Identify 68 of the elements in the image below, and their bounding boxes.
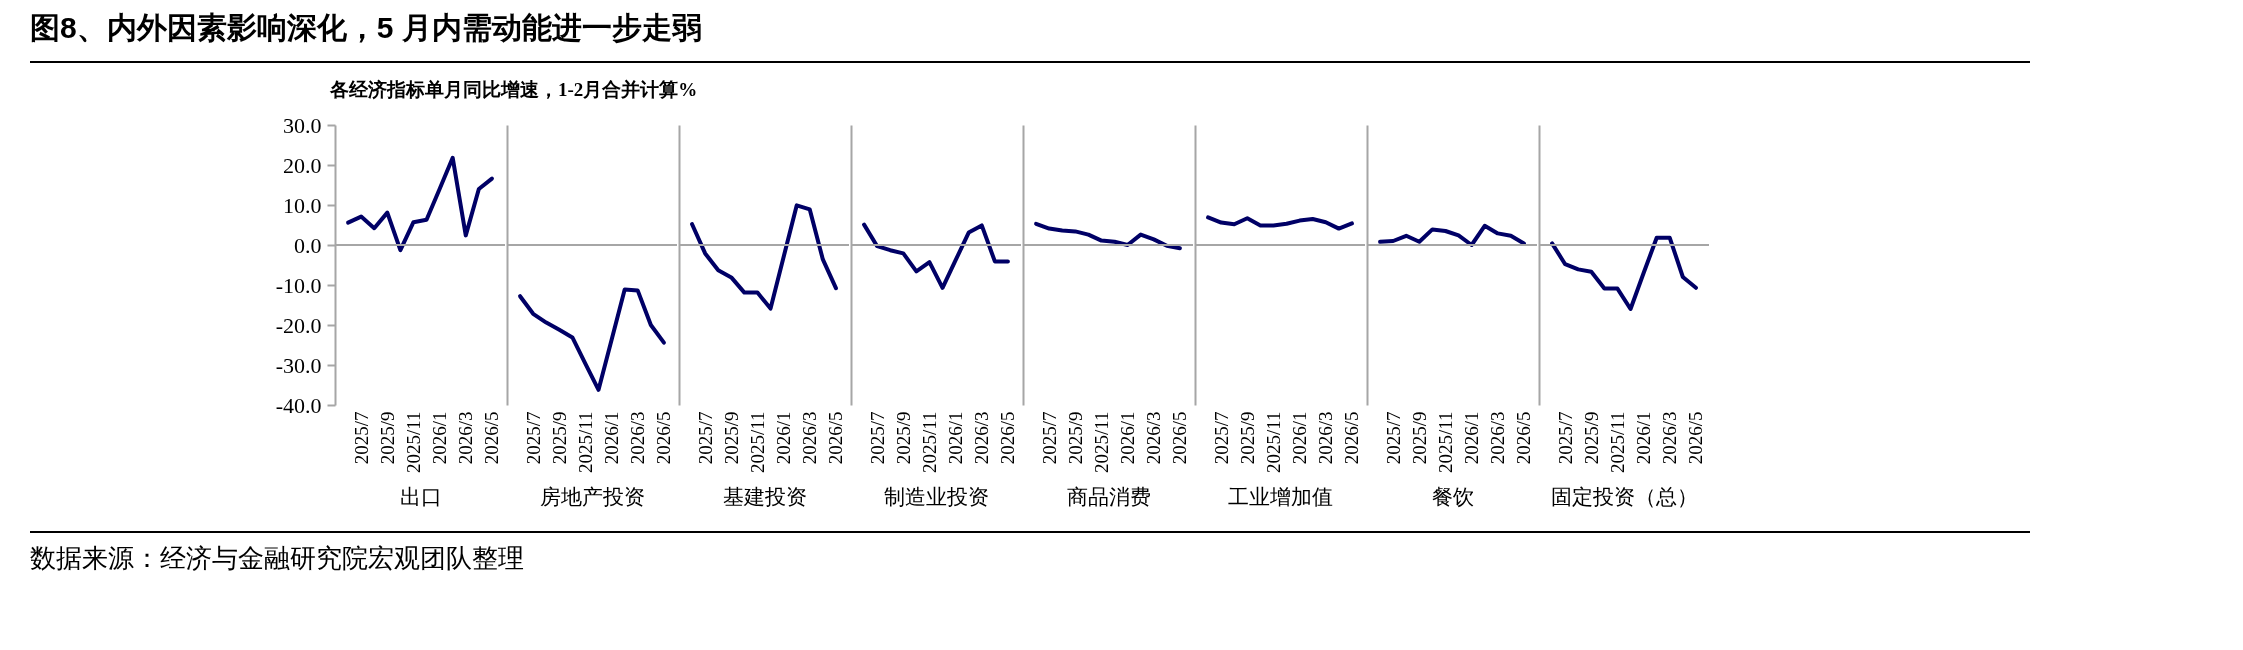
- x-tick-label: 2026/1: [773, 411, 795, 465]
- y-tick-label: -10.0: [275, 272, 322, 298]
- x-tick-label: 2025/9: [1064, 411, 1086, 465]
- x-tick-label: 2026/1: [1461, 411, 1483, 465]
- x-tick-label: 2026/5: [997, 411, 1019, 465]
- x-tick-label: 2025/11: [402, 411, 424, 474]
- x-tick-label: 2026/1: [1633, 411, 1655, 465]
- x-axis-title: 制造业投资: [884, 485, 989, 509]
- x-tick-label: 2026/5: [1169, 411, 1191, 465]
- y-tick-label: 10.0: [283, 192, 322, 218]
- x-tick-label: 2025/9: [376, 411, 398, 465]
- x-tick-label: 2025/9: [1408, 411, 1430, 465]
- x-tick-label: 2025/11: [574, 411, 596, 474]
- x-tick-label: 2025/9: [892, 411, 914, 465]
- y-tick-label: -40.0: [275, 392, 322, 418]
- x-tick-label: 2026/5: [653, 411, 675, 465]
- x-tick-label: 2025/7: [694, 411, 716, 465]
- x-tick-label: 2025/11: [746, 411, 768, 474]
- x-tick-label: 2025/7: [350, 411, 372, 465]
- x-tick-label: 2026/5: [481, 411, 503, 465]
- x-tick-label: 2026/5: [1341, 411, 1363, 465]
- x-tick-label: 2026/1: [601, 411, 623, 465]
- x-tick-label: 2026/3: [1315, 411, 1337, 465]
- x-axis-title: 商品消费: [1066, 485, 1151, 509]
- x-axis-title: 固定投资（总）: [1551, 485, 1698, 509]
- x-tick-label: 2025/7: [522, 411, 544, 465]
- x-tick-label: 2025/11: [1090, 411, 1112, 474]
- x-axis-title: 房地产投资: [540, 485, 645, 509]
- x-tick-label: 2026/5: [1685, 411, 1707, 465]
- x-axis-title: 工业增加值: [1228, 485, 1333, 509]
- x-tick-label: 2025/9: [1580, 411, 1602, 465]
- chart-subtitle: 各经济指标单月同比增速，1-2月合并计算%: [330, 78, 699, 102]
- x-tick-label: 2025/7: [1038, 411, 1060, 465]
- chart-title: 图8、内外因素影响深化，5 月内需动能进一步走弱: [30, 8, 2030, 63]
- x-tick-label: 2026/3: [799, 411, 821, 465]
- x-tick-label: 2025/11: [1434, 411, 1456, 474]
- x-tick-label: 2025/7: [1554, 411, 1576, 465]
- x-tick-label: 2026/3: [971, 411, 993, 465]
- x-tick-label: 2026/3: [1659, 411, 1681, 465]
- x-tick-label: 2026/1: [429, 411, 451, 465]
- x-tick-label: 2025/9: [548, 411, 570, 465]
- x-tick-label: 2026/1: [1289, 411, 1311, 465]
- x-axis-title: 餐饮: [1431, 485, 1474, 509]
- x-tick-label: 2026/3: [1143, 411, 1165, 465]
- x-tick-label: 2025/7: [1210, 411, 1232, 465]
- line-series: [346, 155, 494, 253]
- x-axis-title: 基建投资: [722, 485, 807, 509]
- x-tick-label: 2025/11: [1606, 411, 1628, 474]
- y-tick-label: 0.0: [294, 232, 322, 258]
- source-note: 数据来源：经济与金融研究院宏观团队整理: [30, 531, 2030, 576]
- x-tick-label: 2025/11: [1262, 411, 1284, 474]
- x-axis-title: 出口: [399, 485, 442, 509]
- y-tick-label: -20.0: [275, 312, 322, 338]
- y-tick-label: 30.0: [283, 112, 322, 138]
- x-tick-label: 2025/11: [918, 411, 940, 474]
- x-tick-label: 2026/3: [627, 411, 649, 465]
- x-tick-label: 2026/1: [945, 411, 967, 465]
- x-tick-label: 2026/5: [825, 411, 847, 465]
- x-tick-label: 2026/3: [455, 411, 477, 465]
- x-tick-label: 2026/3: [1487, 411, 1509, 465]
- x-tick-label: 2026/1: [1117, 411, 1139, 465]
- y-tick-label: -30.0: [275, 352, 322, 378]
- y-tick-label: 20.0: [283, 152, 322, 178]
- x-tick-label: 2025/7: [866, 411, 888, 465]
- x-tick-label: 2025/9: [1236, 411, 1258, 465]
- x-tick-label: 2026/5: [1513, 411, 1535, 465]
- x-tick-label: 2025/9: [720, 411, 742, 465]
- x-tick-label: 2025/7: [1382, 411, 1404, 465]
